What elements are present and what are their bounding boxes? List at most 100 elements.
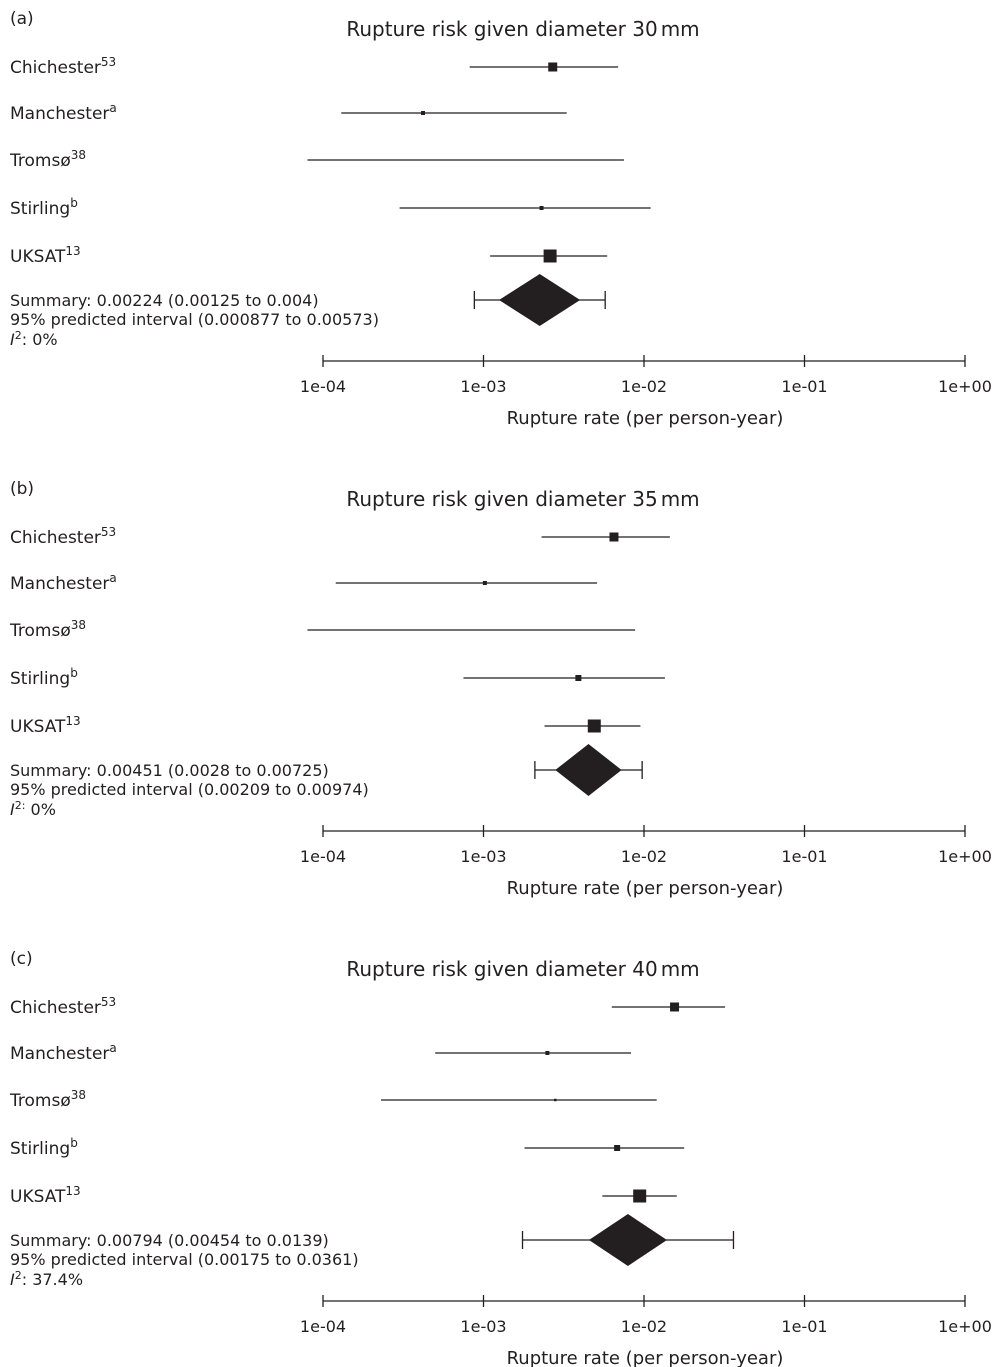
x-tick-label: 1e-04 bbox=[300, 847, 346, 866]
study-name: Chichester bbox=[10, 58, 101, 78]
study-reference: b bbox=[70, 666, 78, 680]
study-name: Stirling bbox=[10, 669, 70, 689]
study-point-estimate bbox=[609, 532, 619, 542]
x-tick-label: 1e-03 bbox=[460, 377, 506, 396]
i2-value: : 37.4% bbox=[22, 1270, 83, 1289]
panel-letter: (c) bbox=[10, 949, 33, 969]
panel-title-unit: mm bbox=[661, 487, 700, 511]
heterogeneity-text: I2: 37.4% bbox=[10, 1269, 83, 1289]
study-reference: 13 bbox=[65, 714, 80, 728]
x-axis-title: Rupture rate (per person-year) bbox=[507, 1348, 784, 1367]
panel-letter: (a) bbox=[10, 9, 34, 29]
summary-text: Summary: 0.00451 (0.0028 to 0.00725) bbox=[10, 761, 329, 780]
study-point-estimate bbox=[482, 581, 487, 585]
study-point-estimate bbox=[539, 206, 544, 210]
study-point-estimate bbox=[545, 1051, 550, 1055]
study-name: UKSAT bbox=[10, 717, 66, 737]
i2-superscript: 2 bbox=[15, 1269, 22, 1282]
study-point-estimate bbox=[587, 719, 601, 733]
study-label: Tromsø38 bbox=[9, 148, 86, 171]
summary-text: Summary: 0.00794 (0.00454 to 0.0139) bbox=[10, 1231, 329, 1250]
study-point-estimate bbox=[543, 249, 557, 263]
study-reference: 53 bbox=[101, 995, 116, 1009]
study-label: UKSAT13 bbox=[10, 714, 81, 737]
x-tick-label: 1e-02 bbox=[621, 1317, 667, 1336]
x-tick-label: 1e-04 bbox=[300, 1317, 346, 1336]
panel-title-text: Rupture risk given diameter 40 bbox=[346, 957, 657, 981]
study-name: Chichester bbox=[10, 998, 101, 1018]
x-tick-label: 1e-02 bbox=[621, 377, 667, 396]
heterogeneity-text: I2: 0% bbox=[10, 799, 56, 819]
heterogeneity-text: I2: 0% bbox=[10, 329, 58, 349]
study-name: Stirling bbox=[10, 199, 70, 219]
study-point-estimate bbox=[548, 62, 558, 72]
x-tick-label: 1e-03 bbox=[460, 1317, 506, 1336]
study-label: Chichester53 bbox=[10, 55, 116, 78]
i2-letter: I bbox=[10, 800, 15, 819]
i2-superscript: 2 bbox=[15, 329, 22, 342]
panel-title-unit: mm bbox=[661, 17, 700, 41]
study-reference: 13 bbox=[65, 244, 80, 258]
study-name: Tromsø bbox=[9, 1091, 71, 1111]
study-label: Stirlingb bbox=[10, 1136, 78, 1159]
panel-title: Rupture risk given diameter 35 mm bbox=[346, 487, 699, 511]
study-label: Stirlingb bbox=[10, 196, 78, 219]
x-axis-title: Rupture rate (per person-year) bbox=[507, 408, 784, 429]
panel-title-unit: mm bbox=[661, 957, 700, 981]
study-label: Tromsø38 bbox=[9, 618, 86, 641]
study-reference: a bbox=[109, 1041, 116, 1055]
forest-panel-b: (b) Rupture risk given diameter 35 mm Chich… bbox=[9, 479, 992, 899]
predicted-interval-text: 95% predicted interval (0.00209 to 0.009… bbox=[10, 780, 369, 799]
study-reference: 38 bbox=[71, 148, 86, 162]
i2-letter: I bbox=[10, 1270, 15, 1289]
study-reference: a bbox=[109, 571, 116, 585]
i2-letter: I bbox=[10, 330, 15, 349]
study-reference: b bbox=[70, 1136, 78, 1150]
study-label: UKSAT13 bbox=[10, 244, 81, 267]
study-point-estimate bbox=[614, 1145, 621, 1151]
study-label: Chichester53 bbox=[10, 995, 116, 1018]
panel-letter: (b) bbox=[10, 479, 34, 499]
study-name: Manchester bbox=[10, 104, 109, 124]
study-name: Chichester bbox=[10, 528, 101, 548]
x-tick-label: 1e+00 bbox=[938, 1317, 992, 1336]
summary-diamond bbox=[588, 1214, 667, 1266]
study-label: UKSAT13 bbox=[10, 1184, 81, 1207]
panel-title: Rupture risk given diameter 40 mm bbox=[346, 957, 699, 981]
study-reference: 38 bbox=[71, 1088, 86, 1102]
panel-title-text: Rupture risk given diameter 30 bbox=[346, 17, 657, 41]
study-reference: a bbox=[109, 101, 116, 115]
forest-panel-a: (a) Rupture risk given diameter 30 mm Chich… bbox=[9, 9, 992, 429]
i2-value: : 0% bbox=[22, 330, 58, 349]
study-point-estimate bbox=[554, 1098, 557, 1102]
study-name: Stirling bbox=[10, 1139, 70, 1159]
study-point-estimate bbox=[633, 1189, 647, 1203]
i2-superscript: 2: bbox=[15, 799, 26, 812]
study-label: Chichester53 bbox=[10, 525, 116, 548]
study-reference: b bbox=[70, 196, 78, 210]
summary-diamond bbox=[499, 274, 581, 326]
study-name: UKSAT bbox=[10, 1187, 66, 1207]
study-label: Tromsø38 bbox=[9, 1088, 86, 1111]
panel-title-text: Rupture risk given diameter 35 bbox=[346, 487, 657, 511]
x-tick-label: 1e+00 bbox=[938, 847, 992, 866]
x-tick-label: 1e-01 bbox=[781, 377, 827, 396]
summary-text: Summary: 0.00224 (0.00125 to 0.004) bbox=[10, 291, 319, 310]
study-point-estimate bbox=[575, 675, 582, 681]
i2-value: 0% bbox=[25, 800, 55, 819]
study-name: Manchester bbox=[10, 574, 109, 594]
study-reference: 53 bbox=[101, 525, 116, 539]
study-reference: 13 bbox=[65, 1184, 80, 1198]
study-point-estimate bbox=[670, 1002, 680, 1012]
predicted-interval-text: 95% predicted interval (0.000877 to 0.00… bbox=[10, 310, 379, 329]
predicted-interval-text: 95% predicted interval (0.00175 to 0.036… bbox=[10, 1250, 359, 1269]
x-tick-label: 1e-01 bbox=[781, 847, 827, 866]
study-reference: 38 bbox=[71, 618, 86, 632]
x-tick-label: 1e-02 bbox=[621, 847, 667, 866]
study-label: Stirlingb bbox=[10, 666, 78, 689]
study-name: Tromsø bbox=[9, 151, 71, 171]
x-tick-label: 1e-04 bbox=[300, 377, 346, 396]
study-name: Manchester bbox=[10, 1044, 109, 1064]
x-tick-label: 1e-03 bbox=[460, 847, 506, 866]
